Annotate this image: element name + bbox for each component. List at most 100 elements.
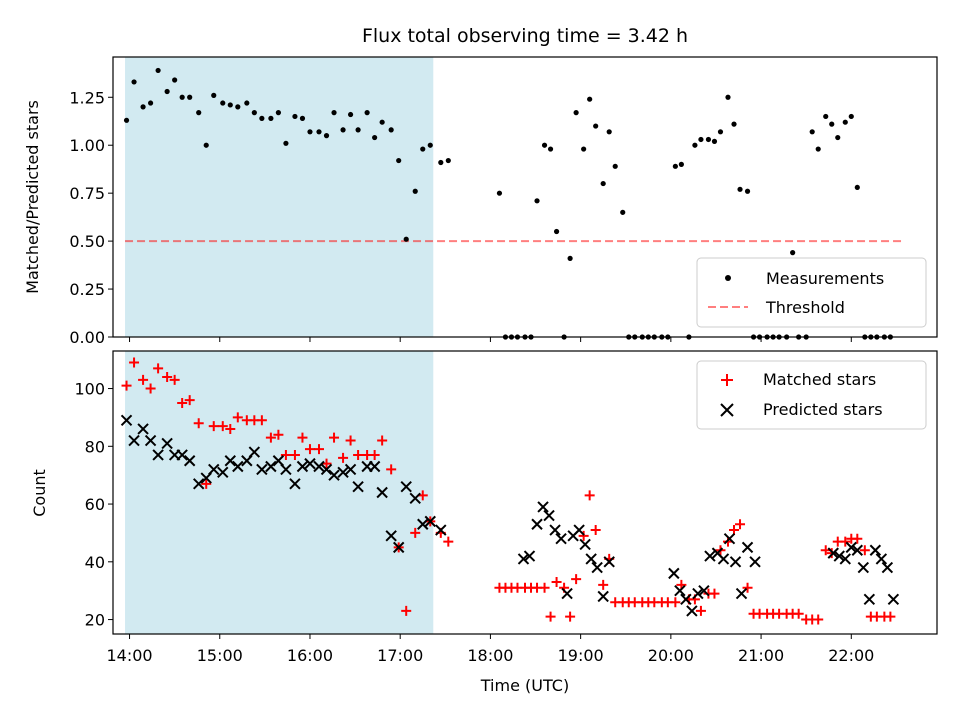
predicted-star-point <box>741 541 754 554</box>
measurement-point <box>744 188 751 194</box>
measurement-point <box>283 140 289 146</box>
matched-star-point <box>695 605 706 616</box>
bottom-legend-box <box>696 360 927 430</box>
measurement-point <box>372 134 378 141</box>
measurement-point <box>427 142 433 148</box>
predicted-star-point <box>320 463 333 476</box>
legend-label-matched: Matched stars <box>763 370 876 389</box>
matched-star-point <box>571 574 582 585</box>
predicted-star-point <box>887 593 900 606</box>
bottom-x-axis: 14:00 15:00 16:00 17:00 18:00 19:00 20:00 21:00… <box>106 634 874 665</box>
matched-star-point <box>386 464 397 475</box>
matched-star-point <box>329 432 340 443</box>
measurement-point <box>307 129 313 135</box>
measurement-point <box>412 188 418 194</box>
predicted-star-point <box>561 587 573 600</box>
predicted-star-point <box>517 553 530 565</box>
measurement-point <box>496 190 503 196</box>
measurement-point <box>196 110 202 116</box>
legend-marker-matched <box>721 374 733 386</box>
measurement-point <box>292 113 298 120</box>
measurement-point <box>147 100 154 106</box>
predicted-star-point <box>591 561 603 574</box>
measurement-point <box>275 110 282 116</box>
predicted-star-point <box>120 414 133 427</box>
predicted-star-point <box>833 550 845 562</box>
measurements-series <box>123 67 893 340</box>
predicted-star-point <box>232 460 244 473</box>
predicted-star-point <box>723 532 736 545</box>
matched-star-point <box>169 374 180 385</box>
matched-star-point <box>208 421 219 432</box>
predicted-star-point <box>735 587 748 600</box>
matched-star-point <box>129 357 140 368</box>
y-tick-label: 100 <box>74 380 105 399</box>
measurement-point <box>438 159 444 166</box>
measurement-point <box>672 163 678 169</box>
predicted-star-point <box>344 463 357 476</box>
predicted-star-point <box>313 460 325 473</box>
measurement-point <box>829 121 835 127</box>
matched-star-point <box>177 397 188 408</box>
measurement-point <box>355 127 361 133</box>
matched-star-point <box>232 412 243 423</box>
measurement-point <box>547 146 554 152</box>
matched-star-point <box>273 429 284 440</box>
measurement-point <box>316 129 322 135</box>
matched-star-point <box>813 614 824 625</box>
predicted-star-point <box>137 423 149 435</box>
predicted-star-point <box>193 478 205 490</box>
predicted-star-point <box>585 553 597 565</box>
matched-star-point <box>289 449 300 460</box>
x-tick-label: 16:00 <box>287 646 333 665</box>
x-tick-label: 15:00 <box>197 646 243 665</box>
predicted-star-point <box>680 593 692 606</box>
matched-star-point <box>885 611 896 622</box>
measurement-point <box>581 146 587 152</box>
matched-star-point <box>401 605 412 616</box>
top-x-ticks <box>129 337 852 342</box>
predicted-star-point <box>674 584 686 597</box>
predicted-star-point <box>717 553 730 565</box>
predicted-star-point <box>280 463 292 476</box>
predicted-star-point <box>692 587 704 600</box>
y-tick-label: 0.00 <box>69 328 105 347</box>
predicted-star-point <box>152 449 164 461</box>
top-legend: Measurements Threshold <box>696 257 927 328</box>
matched-star-point <box>201 478 212 489</box>
predicted-star-point <box>368 460 381 473</box>
y-tick-label: 20 <box>85 611 105 630</box>
matched-star-point <box>410 527 421 538</box>
measurement-point <box>612 163 618 169</box>
predicted-star-point <box>881 561 894 574</box>
top-legend-box <box>696 257 927 328</box>
measurement-point <box>678 161 684 167</box>
predicted-star-point <box>851 544 864 556</box>
x-tick-label: 18:00 <box>467 646 513 665</box>
predicted-star-point <box>161 437 173 450</box>
measurement-point <box>268 115 274 121</box>
predicted-star-point <box>417 518 429 530</box>
x-tick-label: 22:00 <box>828 646 874 665</box>
legend-marker-measurements <box>725 275 731 281</box>
top-y-axis: 0.00 0.25 0.50 0.75 1.00 1.25 <box>69 88 113 347</box>
measurement-point <box>131 79 137 85</box>
predicted-star-point <box>352 481 364 493</box>
measurement-point <box>244 100 250 106</box>
measurement-point <box>364 110 370 116</box>
legend-marker-predicted <box>720 403 734 417</box>
measurement-point <box>567 255 573 261</box>
predicted-star-point <box>208 463 220 476</box>
measurement-point <box>179 94 185 100</box>
measurement-point <box>340 127 346 133</box>
x-axis-title: Time (UTC) <box>480 676 569 695</box>
measurement-point <box>809 129 815 135</box>
measurement-point <box>692 142 698 148</box>
measurement-point <box>854 184 860 191</box>
matched-star-point <box>338 452 349 463</box>
top-shaded-region <box>125 57 434 337</box>
predicted-star-point <box>424 515 436 528</box>
predicted-star-point <box>217 466 229 478</box>
measurement-point <box>823 113 829 120</box>
